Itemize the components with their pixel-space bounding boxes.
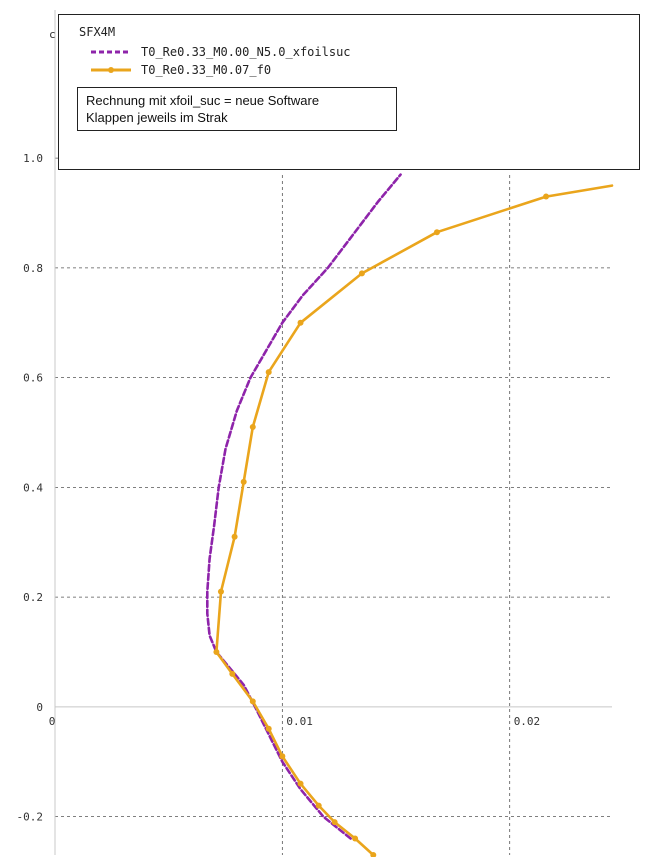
y-tick-labels: 1.0 0.8 0.6 0.4 0.2 0 -0.2 [17,152,44,823]
legend-entry-xfoilsuc: T0_Re0.33_M0.00_N5.0_xfoilsuc [89,45,351,59]
y-tick-label-3: 0.4 [23,481,43,494]
y-tick-label-5: 0 [36,701,43,714]
series-1-point-3 [315,802,322,809]
series-1-point-10 [217,588,224,595]
legend: SFX4M T0_Re0.33_M0.00_N5.0_xfoilsuc T0_R… [58,14,640,170]
series-line-0 [206,173,402,840]
x-tick-label-0: 0 [49,715,56,728]
y-tick-label-4: 0.2 [23,591,43,604]
grid-lines [55,157,612,855]
legend-label-xfoilsuc: T0_Re0.33_M0.00_N5.0_xfoilsuc [141,45,351,59]
series-1-point-17 [433,229,440,236]
series-1-point-8 [229,670,236,677]
series-1-point-14 [265,369,272,376]
legend-label-f0: T0_Re0.33_M0.07_f0 [141,63,272,77]
y-tick-label-6: -0.2 [17,811,44,824]
note-line-1: Rechnung mit xfoil_suc = neue Software [86,93,320,108]
series-1-point-12 [240,478,247,485]
series-1-point-6 [265,725,272,732]
axes [54,10,612,855]
series-1-point-11 [231,533,238,540]
legend-swatch-dashed-purple [91,50,131,54]
legend-entry-f0: T0_Re0.33_M0.07_f0 [89,63,271,77]
series-1-point-18 [543,193,550,200]
series-1-point-9 [213,648,220,655]
series-1-point-4 [297,780,304,787]
series-1-point-5 [279,753,286,760]
series-1-point-2 [331,819,338,826]
y-tick-label-0: 1.0 [23,152,43,165]
y-tick-label-2: 0.6 [23,372,43,385]
series-1-point-1 [352,835,359,842]
legend-swatch-solid-orange [91,67,131,73]
series-1-point-15 [297,319,304,326]
y-axis-label: c [49,28,56,41]
series-1-point-0 [370,852,377,857]
note-line-2: Klappen jeweils im Strak [86,110,228,125]
series-line-1 [215,184,614,857]
note-box: Rechnung mit xfoil_suc = neue Software K… [77,87,397,131]
legend-title: SFX4M [79,25,116,39]
y-tick-label-1: 0.8 [23,262,43,275]
x-tick-label-1: 0.01 [286,715,313,728]
series-1-point-7 [249,698,256,705]
x-tick-labels: 0 0.01 0.02 [49,715,541,728]
x-tick-label-2: 0.02 [514,715,541,728]
series-1-point-16 [358,270,365,277]
series-layer [206,173,614,857]
series-1-point-13 [249,424,256,431]
